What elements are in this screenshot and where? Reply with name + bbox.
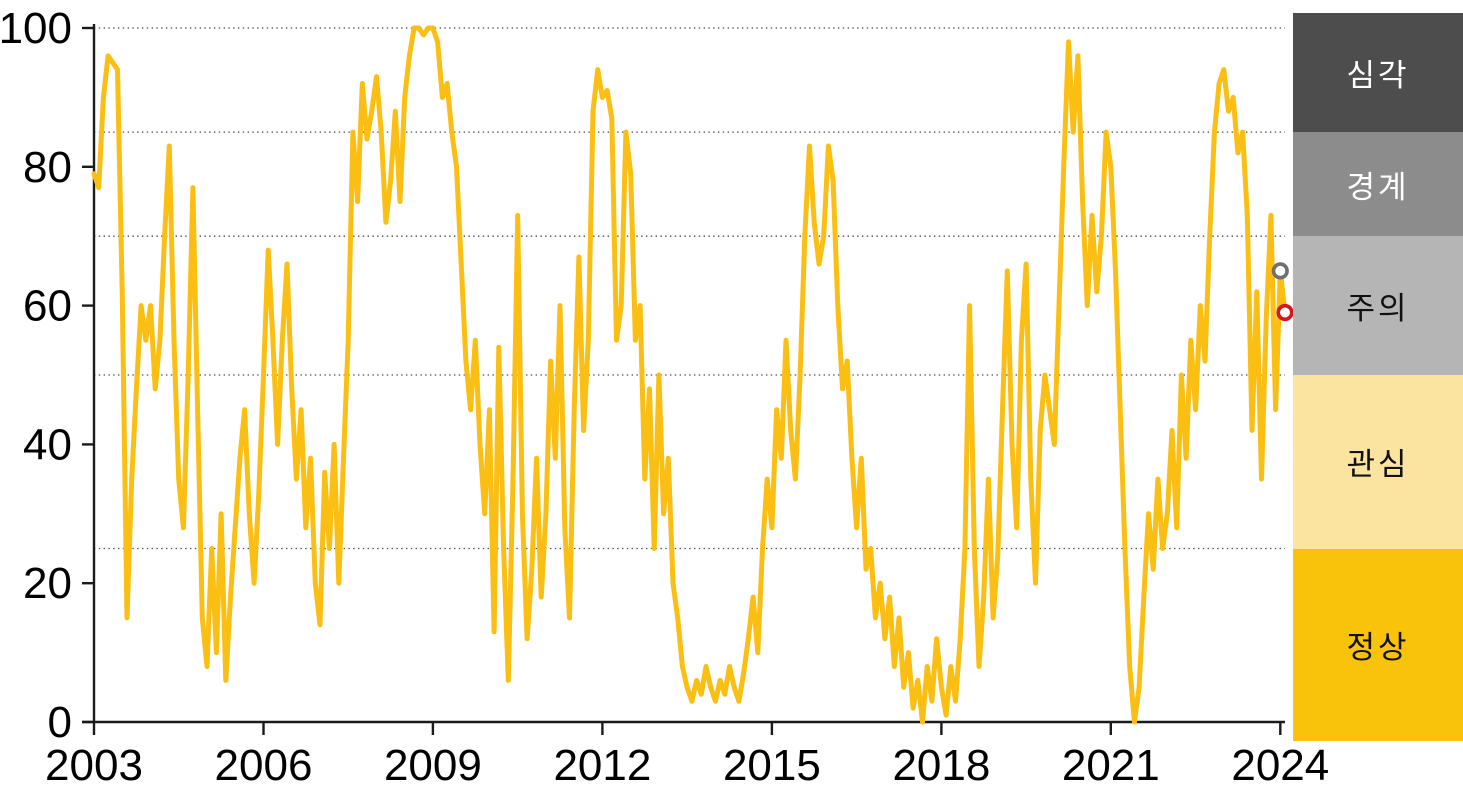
- y-tick-label-100: 100: [0, 4, 72, 53]
- risk-zone-caution: 주의: [1293, 236, 1463, 375]
- x-tick-label-2006: 2006: [215, 741, 313, 790]
- x-tick-label-2012: 2012: [553, 741, 651, 790]
- risk-zone-attention: 관심: [1293, 375, 1463, 549]
- risk-zone-label: 심각: [1346, 58, 1410, 94]
- risk-zone-label: 정상: [1346, 630, 1410, 666]
- y-tick-label-0: 0: [48, 698, 72, 747]
- x-tick-label-2021: 2021: [1062, 741, 1160, 790]
- prior-value-marker: [1271, 262, 1289, 280]
- risk-zone-label: 관심: [1346, 447, 1410, 483]
- x-tick-label-2003: 2003: [45, 741, 143, 790]
- y-tick-label-20: 20: [23, 559, 72, 608]
- x-tick-label-2009: 2009: [384, 741, 482, 790]
- x-tick-label-2015: 2015: [723, 741, 821, 790]
- risk-zone-label: 경계: [1346, 169, 1410, 205]
- x-tick-label-2024: 2024: [1231, 741, 1329, 790]
- latest-value-marker: [1276, 303, 1294, 322]
- risk-zone-severe: 심각: [1293, 13, 1463, 133]
- risk-zone-alert: 경계: [1293, 132, 1463, 237]
- risk-zone-normal: 정상: [1293, 548, 1463, 741]
- risk-index-line: [91, 25, 1288, 725]
- y-tick-label-80: 80: [23, 143, 72, 192]
- risk-level-band: 심각 경계 주의 관심 정상: [1293, 13, 1463, 741]
- risk-zone-label: 주의: [1346, 291, 1410, 327]
- y-tick-label-40: 40: [23, 420, 72, 469]
- x-tick-label-2018: 2018: [892, 741, 990, 790]
- y-tick-label-60: 60: [23, 282, 72, 331]
